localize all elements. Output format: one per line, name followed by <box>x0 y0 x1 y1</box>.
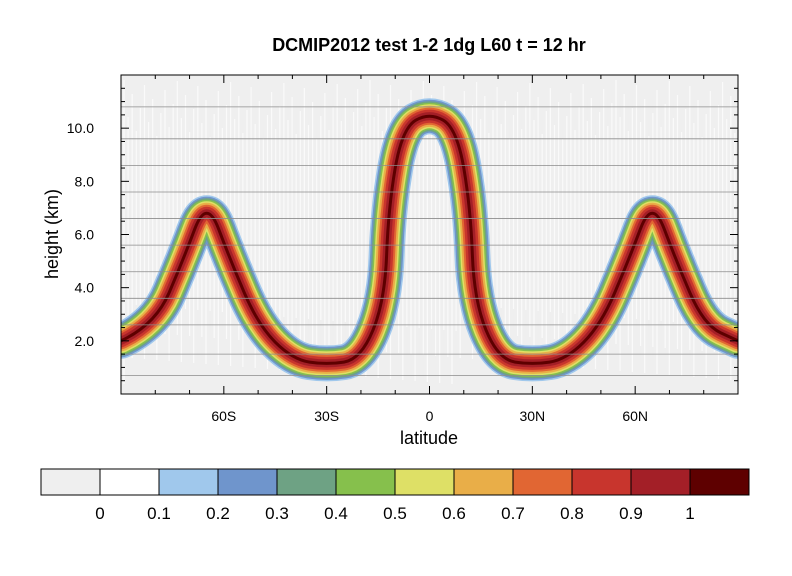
y-axis: 2.0 4.0 6.0 8.0 10.0 <box>67 87 738 382</box>
y-tick-label: 10.0 <box>67 120 94 136</box>
y-axis-label: height (km) <box>42 189 62 279</box>
x-tick-label: 60S <box>211 408 236 424</box>
plot-area: 60S 30S 0 30N 60N 2.0 4.0 6.0 8.0 10.0 <box>67 74 739 424</box>
colorbar-label: 0.5 <box>383 504 407 523</box>
colorbar-label: 0.9 <box>619 504 643 523</box>
colorbar-swatch <box>571 468 632 496</box>
y-tick-label: 2.0 <box>75 333 95 349</box>
x-axis: 60S 30S 0 30N 60N <box>154 75 705 424</box>
colorbar-swatch <box>630 468 691 496</box>
x-tick-label: 0 <box>426 408 434 424</box>
colorbar-swatch <box>158 468 219 496</box>
colorbar-swatch <box>40 468 101 496</box>
colorbar-label: 0.7 <box>501 504 525 523</box>
colorbar-swatch <box>217 468 278 496</box>
colorbar-label: 0.4 <box>324 504 348 523</box>
x-tick-label: 30S <box>314 408 339 424</box>
y-tick-label: 4.0 <box>75 280 95 296</box>
tracer-contour-1 <box>121 114 738 365</box>
colorbar-label: 0.2 <box>206 504 230 523</box>
colorbar-swatch <box>689 468 750 496</box>
colorbar-swatch <box>276 468 337 496</box>
colorbar-swatch <box>99 468 160 496</box>
chart-title: DCMIP2012 test 1-2 1dg L60 t = 12 hr <box>272 35 586 55</box>
colorbar-label: 0.3 <box>265 504 289 523</box>
colorbar-swatch <box>512 468 573 496</box>
x-tick-label: 30N <box>519 408 545 424</box>
tracer-band <box>121 98 738 382</box>
y-tick-label: 8.0 <box>75 173 95 189</box>
x-tick-label: 60N <box>622 408 648 424</box>
colorbar: 0 0.1 0.2 0.3 0.4 0.5 0.6 0.7 0.8 0.9 1 <box>40 468 750 523</box>
colorbar-label: 0.6 <box>442 504 466 523</box>
model-level-lines <box>121 106 738 376</box>
colorbar-label: 0.8 <box>560 504 584 523</box>
colorbar-swatch <box>394 468 455 496</box>
colorbar-label: 1 <box>685 504 694 523</box>
colorbar-swatch <box>335 468 396 496</box>
colorbar-swatch <box>453 468 514 496</box>
x-axis-label: latitude <box>400 428 458 448</box>
colorbar-label: 0.1 <box>147 504 171 523</box>
y-tick-label: 6.0 <box>75 227 95 243</box>
colorbar-label: 0 <box>95 504 104 523</box>
